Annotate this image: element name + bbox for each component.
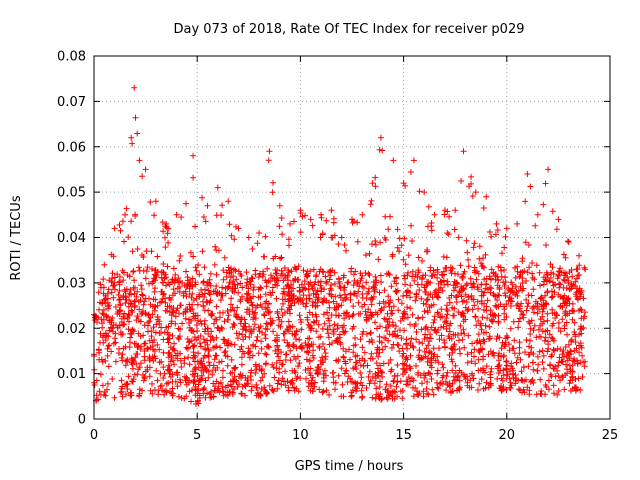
y-tick-label: 0.08 xyxy=(57,50,86,65)
x-tick-label: 15 xyxy=(395,428,412,443)
y-tick-label: 0.05 xyxy=(57,186,86,201)
x-tick-label: 10 xyxy=(292,428,309,443)
x-axis: 0 5 10 15 20 25 xyxy=(90,56,618,443)
y-tick-label: 0.07 xyxy=(57,95,86,110)
x-tick-label: 20 xyxy=(499,428,516,443)
y-axis-label: ROTI / TECUs xyxy=(9,195,24,280)
scatter-points-roti xyxy=(91,84,589,407)
x-tick-label: 0 xyxy=(90,428,98,443)
y-tick-label: 0.06 xyxy=(57,140,86,155)
y-tick-label: 0.03 xyxy=(57,276,86,291)
x-tick-label: 25 xyxy=(602,428,619,443)
x-tick-label: 5 xyxy=(193,428,201,443)
y-tick-label: 0.04 xyxy=(57,231,86,246)
y-tick-label: 0 xyxy=(78,413,86,428)
x-axis-label: GPS time / hours xyxy=(295,459,404,474)
grid xyxy=(94,56,610,419)
y-tick-label: 0.01 xyxy=(57,367,86,382)
chart-title: Day 073 of 2018, Rate Of TEC Index for r… xyxy=(174,22,525,37)
y-tick-label: 0.02 xyxy=(57,322,86,337)
y-axis: 0 0.01 0.02 0.03 0.04 0.05 0.06 0.07 0.08 xyxy=(57,50,610,428)
data-series-roti xyxy=(91,84,589,407)
